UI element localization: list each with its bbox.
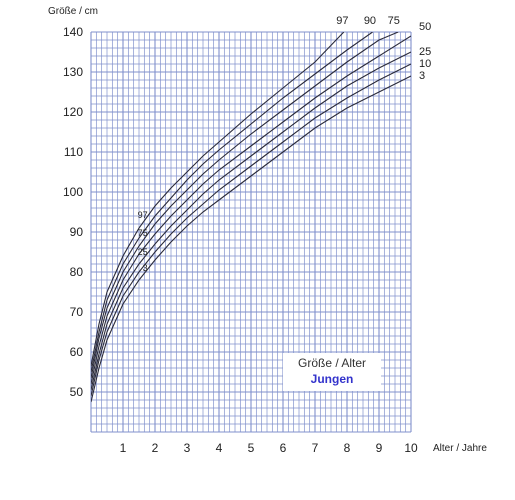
x-tick-label: 5 [248, 441, 255, 455]
curve-label-right: 25 [419, 46, 431, 58]
x-tick-label: 3 [184, 441, 191, 455]
percentile-curve-97 [91, 32, 345, 367]
y-tick-label: 140 [63, 25, 83, 39]
y-tick-label: 70 [70, 305, 84, 319]
x-tick-label: 1 [120, 441, 127, 455]
curve-label-right: 10 [419, 58, 431, 70]
y-tick-label: 100 [63, 185, 83, 199]
percentile-curve-90 [91, 32, 373, 373]
x-tick-labels: 1 2 3 4 5 6 7 8 9 10 [120, 441, 418, 455]
chart-title: Größe / Alter [297, 356, 367, 370]
chart-subtitle: Jungen [310, 372, 354, 386]
x-axis-label: Alter / Jahre [433, 443, 487, 454]
y-axis-label: Größe / cm [48, 6, 98, 17]
x-tick-label: 10 [404, 441, 418, 455]
percentile-curve-75 [91, 32, 399, 379]
y-tick-labels: 50 60 70 80 90 100 110 120 130 140 [63, 25, 83, 399]
y-tick-label: 60 [70, 345, 84, 359]
x-tick-label: 8 [344, 441, 351, 455]
curve-label-left: 75 [138, 228, 148, 238]
curve-label-left: 97 [138, 210, 148, 220]
y-tick-label: 80 [70, 265, 84, 279]
y-tick-label: 130 [63, 65, 83, 79]
percentile-curve-50 [91, 35, 411, 385]
curve-label-top: 97 [336, 15, 348, 27]
curve-label-left: 3 [143, 263, 148, 273]
x-tick-label: 4 [216, 441, 223, 455]
chart-title-box: Größe / Alter Jungen [283, 353, 381, 391]
curve-label-right: 3 [419, 70, 425, 82]
x-tick-label: 2 [152, 441, 159, 455]
y-tick-label: 110 [64, 145, 83, 159]
curve-label-left: 25 [138, 247, 148, 257]
curve-label-right: 50 [419, 21, 431, 33]
curve-label-top: 75 [388, 15, 400, 27]
y-tick-label: 90 [70, 225, 84, 239]
y-tick-label: 50 [70, 385, 84, 399]
x-tick-label: 7 [312, 441, 319, 455]
curve-label-top: 90 [364, 15, 376, 27]
y-tick-label: 120 [63, 105, 83, 119]
x-tick-label: 6 [280, 441, 287, 455]
percentile-curve-3 [91, 75, 411, 403]
percentile-curves [91, 32, 411, 403]
x-tick-label: 9 [376, 441, 383, 455]
percentile-curve-10 [91, 63, 411, 397]
percentile-curve-25 [91, 51, 411, 391]
